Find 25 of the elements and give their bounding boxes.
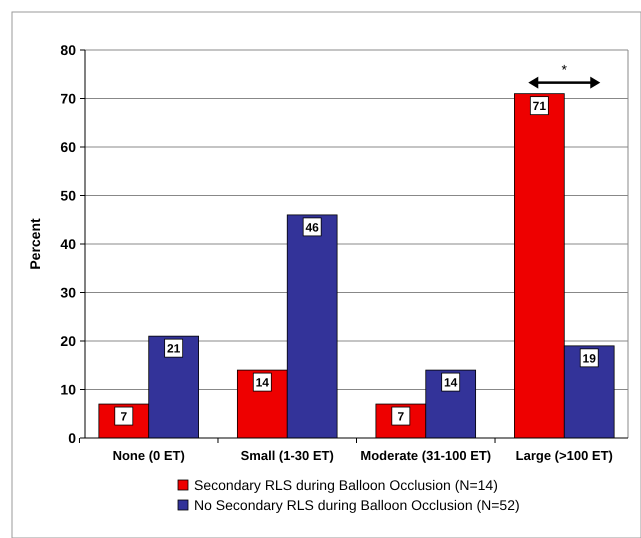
data-label: 46 <box>305 220 320 234</box>
y-tick-label: 20 <box>60 333 76 349</box>
y-tick-label: 30 <box>60 284 76 300</box>
y-tick-label: 80 <box>60 42 76 58</box>
legend-label: Secondary RLS during Balloon Occlusion (N=14) <box>194 477 498 493</box>
x-tick-label: Small (1-30 ET) <box>240 448 334 463</box>
x-tick-label: Moderate (31-100 ET) <box>360 448 492 463</box>
y-tick-label: 60 <box>60 139 76 155</box>
data-label: 7 <box>397 410 404 424</box>
y-tick-label: 50 <box>60 188 76 204</box>
annotation: * <box>562 62 568 78</box>
y-tick-label: 0 <box>68 430 76 446</box>
data-label: 21 <box>166 342 181 356</box>
y-tick-label: 40 <box>60 236 76 252</box>
data-label: 14 <box>256 376 270 390</box>
data-label: 7 <box>120 410 128 424</box>
data-label: 19 <box>582 351 596 366</box>
data-label: 14 <box>444 376 458 390</box>
x-tick-label: None (0 ET) <box>112 448 185 463</box>
legend-label: No Secondary RLS during Balloon Occlusion (N=52) <box>194 497 520 513</box>
y-tick-label: 70 <box>60 90 76 106</box>
y-axis-title: Percent <box>27 218 43 270</box>
y-tick-label: 10 <box>60 382 76 398</box>
data-label: 71 <box>532 99 546 114</box>
x-tick-label: Large (>100 ET) <box>516 448 613 463</box>
